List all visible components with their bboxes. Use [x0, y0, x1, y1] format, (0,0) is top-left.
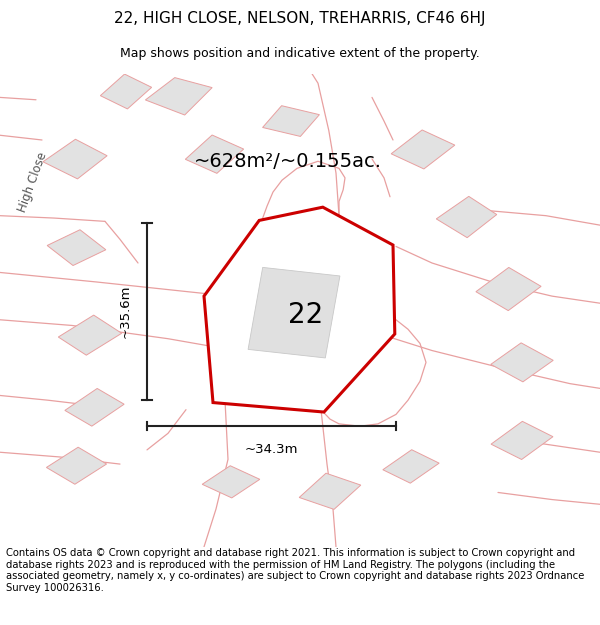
Polygon shape	[202, 466, 260, 498]
Text: ~35.6m: ~35.6m	[119, 285, 132, 338]
Text: High Close: High Close	[16, 151, 50, 214]
Polygon shape	[299, 473, 361, 509]
Polygon shape	[491, 343, 553, 382]
Text: ~628m²/~0.155ac.: ~628m²/~0.155ac.	[194, 152, 382, 171]
Polygon shape	[47, 230, 106, 266]
Text: ~34.3m: ~34.3m	[245, 442, 298, 456]
Polygon shape	[100, 74, 152, 109]
Polygon shape	[204, 207, 395, 412]
Text: 22: 22	[289, 301, 323, 329]
Polygon shape	[383, 450, 439, 483]
Text: Map shows position and indicative extent of the property.: Map shows position and indicative extent…	[120, 47, 480, 59]
Polygon shape	[65, 389, 124, 426]
Polygon shape	[58, 315, 122, 355]
Polygon shape	[43, 139, 107, 179]
Polygon shape	[185, 135, 244, 173]
Text: Contains OS data © Crown copyright and database right 2021. This information is : Contains OS data © Crown copyright and d…	[6, 548, 584, 593]
Polygon shape	[436, 196, 497, 238]
Text: 22, HIGH CLOSE, NELSON, TREHARRIS, CF46 6HJ: 22, HIGH CLOSE, NELSON, TREHARRIS, CF46 …	[114, 11, 486, 26]
Polygon shape	[263, 106, 319, 136]
Polygon shape	[248, 268, 340, 358]
Polygon shape	[491, 421, 553, 459]
Polygon shape	[145, 78, 212, 115]
Polygon shape	[476, 268, 541, 311]
Polygon shape	[391, 130, 455, 169]
Polygon shape	[46, 448, 107, 484]
